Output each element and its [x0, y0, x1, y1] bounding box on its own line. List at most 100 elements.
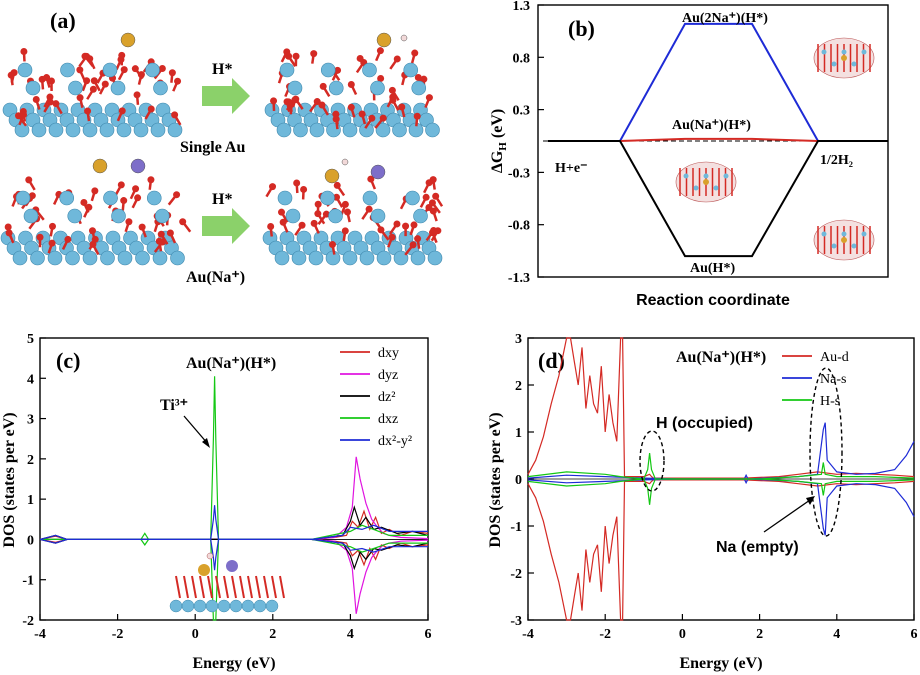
reaction-arrow-bottom: H* [202, 191, 250, 244]
inset-ti [851, 243, 857, 249]
y-axis-b: -1.3 -0.8 -0.3 0.3 0.8 1.3 [508, 0, 544, 286]
o-atom [5, 229, 13, 237]
y-tick-label: -0.3 [508, 166, 530, 181]
ti-atom [362, 190, 378, 206]
ti-atom [328, 208, 343, 224]
structure-inset [813, 219, 875, 261]
y-tick-label: -2 [22, 614, 34, 629]
x-tick-label: 0 [679, 627, 686, 642]
bond [279, 575, 285, 599]
o-atom [49, 222, 57, 230]
ti-atom [31, 122, 47, 138]
ti3-arrow [183, 415, 209, 445]
o-atom [4, 223, 12, 231]
ti-atom [23, 208, 39, 224]
plot-frame-c [39, 337, 429, 621]
legend-label: dx²-y² [378, 434, 412, 449]
o-atom [332, 110, 340, 118]
au-atom [324, 168, 340, 184]
o-atom [43, 74, 51, 82]
panel-a: (a) H* H* Single Au Au(Na⁺) [0, 8, 444, 286]
ti-atom [154, 208, 170, 224]
o-atom [7, 71, 15, 79]
ti-atom [47, 250, 63, 266]
ti-atom [392, 122, 407, 138]
ti-atom [110, 80, 126, 96]
dos-lines-c [39, 376, 429, 621]
o-atom [434, 227, 442, 235]
ti-atom [285, 208, 301, 224]
bond [239, 575, 245, 599]
ti-atom [145, 62, 160, 78]
ti-atom [102, 62, 118, 78]
ti-atom [12, 250, 28, 266]
ti-atom [287, 80, 303, 96]
bond [183, 575, 189, 599]
o-atom [368, 114, 376, 122]
o-atom [120, 66, 128, 74]
path-label-bottom: Au(H*) [690, 261, 735, 276]
ti-atom [205, 599, 219, 613]
dos-spin-down-line [527, 478, 915, 536]
ti-atom [405, 190, 420, 206]
o-atom [365, 205, 373, 213]
x-tick-label: 2 [269, 627, 276, 642]
o-atom [267, 223, 275, 231]
bond [207, 575, 213, 599]
inset-ti [821, 49, 827, 55]
o-atom [86, 55, 94, 63]
o-atom [157, 230, 165, 238]
o-atom [20, 111, 28, 119]
ti-atom [111, 208, 126, 224]
o-atom [432, 192, 440, 200]
o-atom [118, 107, 126, 115]
o-atom [428, 199, 436, 207]
o-atom [314, 200, 322, 208]
ti-atom [320, 190, 335, 206]
axes-d: -4 -2 0 2 4 6 -3 -2 -1 0 1 2 3 [510, 332, 917, 642]
ti-atom [276, 122, 292, 138]
y-axis-label-c: DOS (states per eV) [1, 412, 18, 547]
inset-ti [861, 231, 867, 237]
chart-title-c: Au(Na⁺)(H*) [186, 355, 276, 372]
o-atom [101, 80, 109, 88]
ti-atom [375, 122, 391, 138]
o-atom [347, 103, 355, 111]
ti-atom [153, 80, 168, 96]
o-atom [179, 218, 187, 226]
bond [223, 575, 229, 599]
bond [247, 575, 253, 599]
o-atom [409, 241, 417, 249]
o-atom [158, 65, 166, 73]
o-atom [32, 95, 40, 103]
h-atom [341, 158, 349, 166]
o-atom [328, 241, 336, 249]
single-au-label: Single Au [180, 139, 245, 156]
ti-atom [60, 62, 75, 78]
ti-atom [68, 80, 83, 96]
o-atom [64, 235, 72, 243]
ti-atom [217, 599, 231, 613]
ti-atom [15, 190, 31, 206]
arrow-right-icon [202, 78, 250, 114]
inset-ti [703, 173, 709, 179]
structure-inset [813, 37, 875, 79]
panel-a-label: (a) [50, 8, 76, 33]
ti-atom [370, 80, 385, 96]
au-atom [376, 32, 392, 48]
o-atom [377, 74, 385, 82]
inset-ti [723, 173, 729, 179]
legend-label: Na-s [820, 372, 846, 387]
y-axis-label-b: ΔGH (eV) [489, 109, 509, 173]
o-atom [269, 183, 277, 191]
ti-atom [135, 250, 150, 266]
na-arrow [763, 499, 811, 533]
y-tick-label: -1 [510, 520, 522, 535]
arrow-label-top: H* [212, 61, 232, 78]
legend-label: Au-d [820, 350, 849, 365]
na-atom [130, 158, 146, 174]
o-atom [48, 239, 56, 247]
slab-structure [0, 158, 192, 266]
inset-ti [713, 185, 719, 191]
